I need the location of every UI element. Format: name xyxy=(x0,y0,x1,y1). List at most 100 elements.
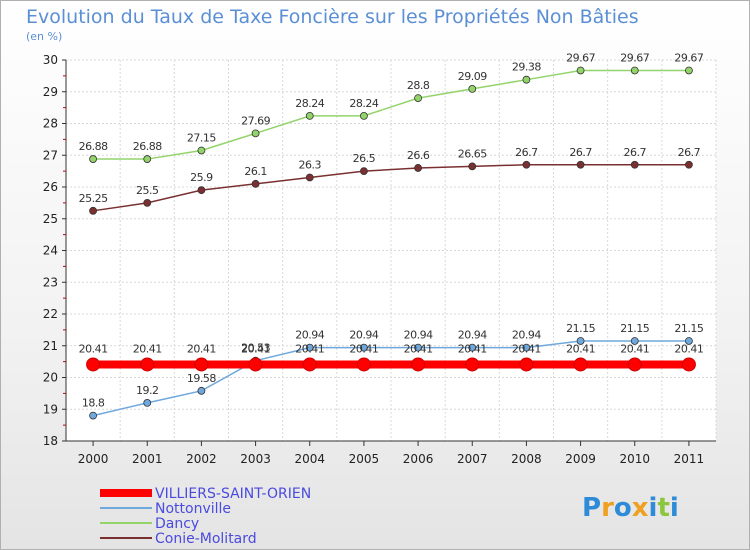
data-label: 20.41 xyxy=(512,342,541,355)
data-point xyxy=(576,66,585,75)
series-conie-molitard xyxy=(89,160,693,215)
x-tick-label: 2002 xyxy=(186,452,217,466)
logo-letter: x xyxy=(632,493,649,523)
data-label: 20.41 xyxy=(458,342,487,355)
data-point xyxy=(302,357,317,372)
data-point xyxy=(305,173,314,182)
data-label: 27.69 xyxy=(241,114,270,127)
x-tick-label: 2001 xyxy=(132,452,163,466)
x-tick-label: 2005 xyxy=(349,452,380,466)
data-point xyxy=(685,337,693,345)
grid xyxy=(65,59,717,442)
data-point xyxy=(89,155,97,163)
y-tick-label: 18 xyxy=(43,434,58,448)
data-label: 28.8 xyxy=(407,79,430,92)
data-label: 28.24 xyxy=(349,97,378,110)
data-point xyxy=(573,357,588,372)
series-line xyxy=(92,164,689,212)
data-label: 21.15 xyxy=(620,322,649,335)
data-point xyxy=(627,357,642,372)
data-labels-conie-molitard: 25.25 25.5 25.9 26.1 26.3 26.5 26.6 26.65 26.7 26… xyxy=(79,146,702,205)
data-labels-villiers-saint-orien: 20.41 20.41 20.41 20.41 20.41 20.41 20.41 20.41… xyxy=(79,342,704,355)
series-nottonville xyxy=(89,337,693,420)
data-label: 20.41 xyxy=(187,342,216,355)
data-point xyxy=(522,160,531,169)
data-label: 20.94 xyxy=(512,329,541,342)
data-label: 26.88 xyxy=(133,140,162,153)
data-label: 20.41 xyxy=(404,342,433,355)
data-point xyxy=(248,357,263,372)
data-point xyxy=(143,155,152,163)
data-label: 20.41 xyxy=(133,342,162,355)
data-label: 26.7 xyxy=(515,146,538,159)
y-tick-label: 25 xyxy=(43,212,58,226)
data-labels-dancy: 26.88 26.88 27.15 27.69 28.24 28.24 28.8 29.09 2… xyxy=(79,51,705,153)
logo-letter: i xyxy=(670,493,679,523)
y-tick-label: 23 xyxy=(43,275,58,289)
data-label: 19.58 xyxy=(187,372,216,385)
data-label: 25.25 xyxy=(79,192,108,205)
legend-label: Conie-Molitard xyxy=(155,531,257,547)
data-point xyxy=(143,398,152,407)
data-label: 20.41 xyxy=(295,342,324,355)
data-label: 27.15 xyxy=(187,131,216,144)
data-label: 26.65 xyxy=(458,147,487,160)
data-point xyxy=(194,357,209,372)
data-label: 26.7 xyxy=(569,146,592,159)
data-label: 26.88 xyxy=(79,140,108,153)
series-dancy xyxy=(89,66,693,163)
data-point xyxy=(522,343,531,352)
data-point xyxy=(305,343,314,352)
data-point xyxy=(251,179,260,188)
y-tick-label: 22 xyxy=(43,307,58,321)
logo-letter: o xyxy=(614,493,632,523)
data-label: 29.67 xyxy=(566,51,595,64)
data-point xyxy=(630,337,639,345)
data-point xyxy=(305,111,314,120)
data-point xyxy=(468,84,477,93)
data-label: 20.94 xyxy=(458,329,487,342)
data-point xyxy=(414,343,422,352)
data-point xyxy=(140,357,155,372)
data-point xyxy=(414,164,422,172)
x-tick-label: 2000 xyxy=(78,452,109,466)
data-label: 20.41 xyxy=(620,342,649,355)
data-point xyxy=(143,198,152,207)
data-label: 20.41 xyxy=(674,342,703,355)
data-point xyxy=(576,337,585,345)
x-tick-label: 2008 xyxy=(511,452,542,466)
data-label: 20.94 xyxy=(349,329,378,342)
data-point xyxy=(251,129,260,138)
series-line xyxy=(92,340,689,417)
y-tick-label: 21 xyxy=(43,339,58,353)
legend-item: VILLIERS-SAINT-ORIEN xyxy=(100,486,311,502)
series-villiers-saint-orien xyxy=(86,357,696,372)
x-tick-label: 2004 xyxy=(294,452,325,466)
legend-label: Dancy xyxy=(155,516,199,532)
x-tick-label: 2006 xyxy=(403,452,434,466)
data-point xyxy=(414,94,422,102)
data-point xyxy=(685,160,693,169)
data-point xyxy=(197,146,206,155)
legend-label: VILLIERS-SAINT-ORIEN xyxy=(155,486,311,502)
data-label: 21.15 xyxy=(674,322,703,335)
data-label: 29.67 xyxy=(620,51,649,64)
data-label: 25.9 xyxy=(190,171,213,184)
proxiti-logo: Proxiti xyxy=(582,493,679,523)
data-label: 26.7 xyxy=(678,146,701,159)
data-label: 26.3 xyxy=(299,158,322,171)
x-tick-label: 2003 xyxy=(240,452,271,466)
data-point xyxy=(89,206,97,215)
logo-letter: i xyxy=(649,493,658,523)
data-label: 21.15 xyxy=(566,322,595,335)
data-label: 20.41 xyxy=(349,342,378,355)
y-tick-label: 24 xyxy=(43,244,58,258)
data-point xyxy=(465,357,480,372)
legend-item: Conie-Molitard xyxy=(100,531,257,547)
y-tick-label: 19 xyxy=(43,402,58,416)
data-label: 28.24 xyxy=(295,97,324,110)
y-axis-unit: (en %) xyxy=(26,30,62,43)
data-label: 18.8 xyxy=(82,397,105,410)
data-point xyxy=(576,160,585,169)
